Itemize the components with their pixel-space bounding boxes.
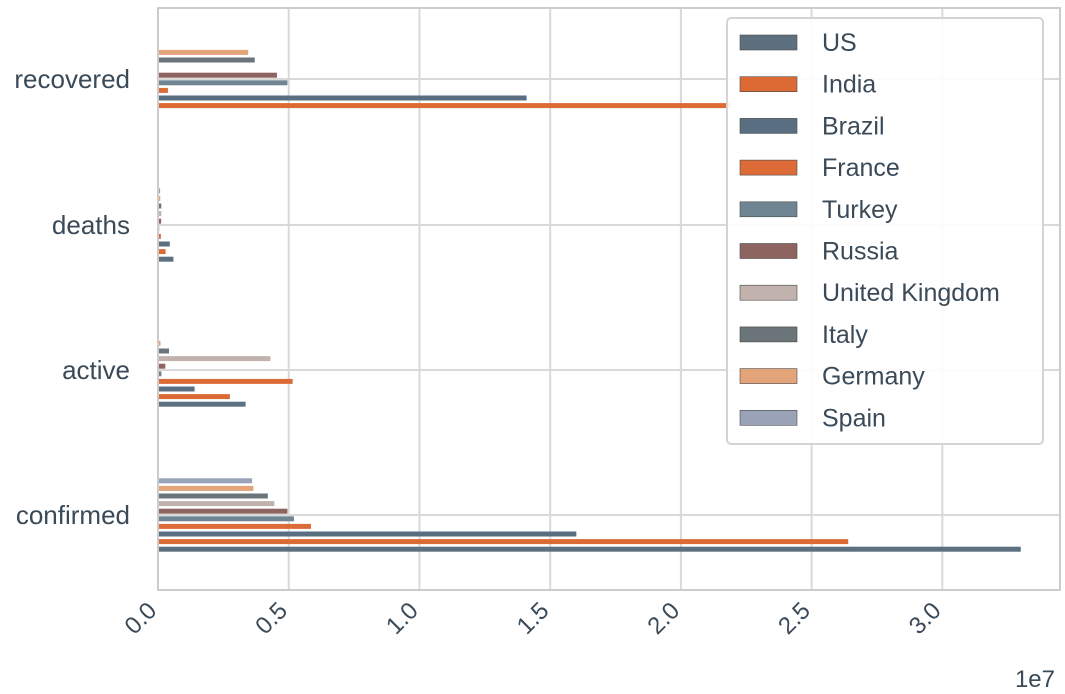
x-tick-label: 2.5 xyxy=(773,597,816,640)
legend-swatch xyxy=(739,201,798,218)
bar-confirmed-france xyxy=(158,523,311,529)
bar-active-germany xyxy=(158,340,161,346)
bar-deaths-india xyxy=(158,249,166,255)
bar-active-us xyxy=(158,401,246,407)
legend-label: Russia xyxy=(822,238,899,266)
plot-frame xyxy=(157,7,1061,591)
legend-swatch xyxy=(739,284,798,301)
legend-label: India xyxy=(822,71,876,99)
bar-deaths-united-kingdom xyxy=(158,211,162,217)
legend-swatch xyxy=(739,34,798,51)
bar-confirmed-italy xyxy=(158,493,268,499)
bar-recovered-germany xyxy=(158,49,249,55)
x-tick-label: 3.0 xyxy=(904,597,947,640)
x-offset-label: 1e7 xyxy=(1015,666,1055,693)
y-tick-label: deaths xyxy=(52,210,130,240)
legend-label: Spain xyxy=(822,404,886,432)
bar-confirmed-spain xyxy=(158,478,253,484)
bar-confirmed-us xyxy=(158,546,1021,552)
bar-deaths-france xyxy=(158,233,161,239)
legend-swatch xyxy=(739,76,798,92)
bar-deaths-germany xyxy=(158,195,161,201)
bar-active-brazil xyxy=(158,386,195,392)
legend-swatch xyxy=(739,326,798,343)
legend-label: Turkey xyxy=(822,196,898,224)
legend-swatch xyxy=(739,159,798,176)
legend-label: United Kingdom xyxy=(822,279,1000,307)
bar-recovered-brazil xyxy=(158,95,527,101)
legend-label: Italy xyxy=(822,321,868,349)
y-tick-label: confirmed xyxy=(16,500,130,530)
bar-deaths-italy xyxy=(158,203,162,209)
bar-confirmed-germany xyxy=(158,485,254,491)
x-tick-label: 2.0 xyxy=(642,597,685,640)
bar-deaths-spain xyxy=(158,188,161,194)
bar-recovered-france xyxy=(158,87,168,93)
bar-confirmed-russia xyxy=(158,508,288,514)
bar-deaths-us xyxy=(158,256,174,262)
legend-label: France xyxy=(822,154,900,182)
bar-confirmed-united-kingdom xyxy=(158,501,275,507)
bar-recovered-india xyxy=(158,103,731,109)
x-tick-label: 0.5 xyxy=(250,597,293,640)
legend-swatch xyxy=(739,243,798,259)
x-tick-label: 1.0 xyxy=(381,597,424,640)
bar-deaths-russia xyxy=(158,218,162,224)
legend-box xyxy=(726,17,1044,445)
bar-recovered-turkey xyxy=(158,80,288,86)
bar-deaths-brazil xyxy=(158,241,170,247)
bar-active-russia xyxy=(158,363,166,369)
x-tick-label: 1.5 xyxy=(512,597,555,640)
legend-swatch xyxy=(739,118,798,134)
bar-recovered-italy xyxy=(158,57,255,63)
bar-recovered-russia xyxy=(158,72,277,78)
legend-swatch xyxy=(739,368,798,384)
bar-active-united-kingdom xyxy=(158,356,271,362)
y-tick-label: recovered xyxy=(14,64,130,94)
x-tick-label: 0.0 xyxy=(120,597,163,640)
y-tick-label: active xyxy=(62,355,130,385)
bar-confirmed-turkey xyxy=(158,516,294,522)
legend-label: Brazil xyxy=(822,112,885,140)
legend-swatch xyxy=(739,409,798,426)
legend-label: Germany xyxy=(822,363,925,391)
bar-confirmed-india xyxy=(158,539,849,545)
bar-active-india xyxy=(158,394,230,400)
bar-active-france xyxy=(158,378,293,384)
legend-label: US xyxy=(822,29,857,57)
bar-active-turkey xyxy=(158,371,162,377)
bar-confirmed-brazil xyxy=(158,531,577,537)
bar-active-italy xyxy=(158,348,169,354)
